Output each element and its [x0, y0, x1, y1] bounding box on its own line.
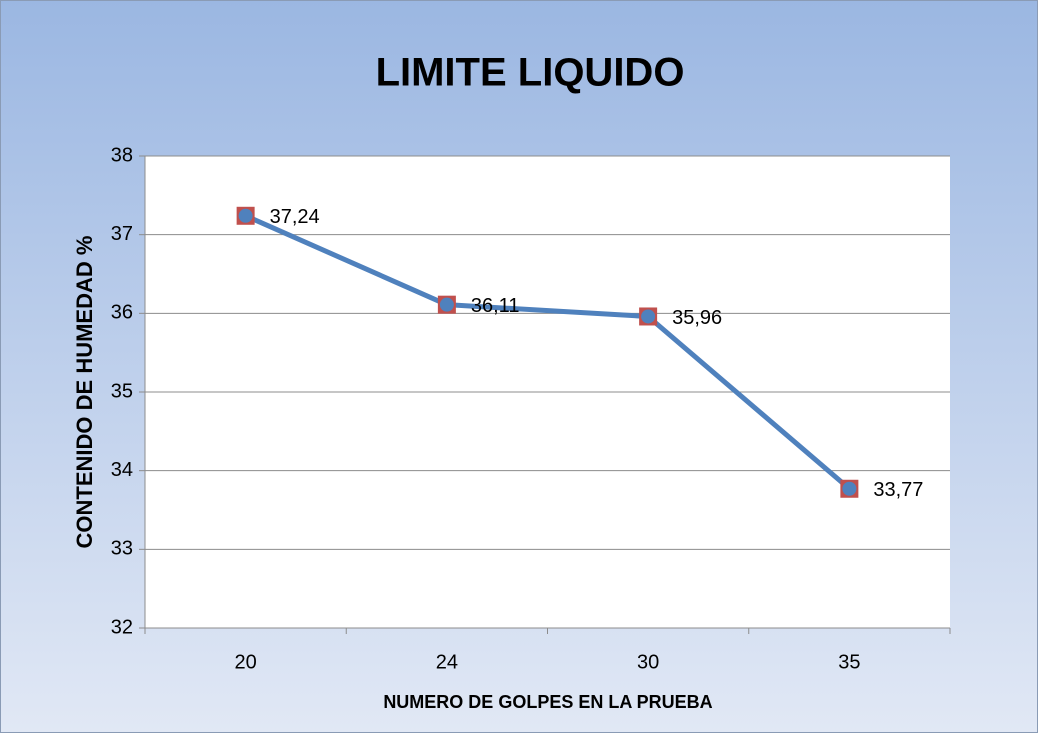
chart-title: LIMITE LIQUIDO: [376, 51, 685, 95]
y-tick-label: 37: [111, 223, 133, 245]
marker: [238, 208, 253, 223]
y-tick-label: 36: [111, 302, 133, 324]
x-tick-label: 35: [838, 651, 860, 673]
data-label: 35,96: [672, 307, 722, 329]
y-tick-label: 38: [111, 144, 133, 166]
data-label: 33,77: [873, 479, 923, 501]
y-tick-label: 32: [111, 616, 133, 638]
x-tick-label: 20: [235, 651, 257, 673]
series-line: [244, 213, 852, 491]
x-tick-label: 24: [436, 651, 458, 673]
y-axis-label: CONTENIDO DE HUMEDAD %: [72, 236, 97, 549]
y-tick-label: 34: [111, 459, 133, 481]
x-tick-label: 30: [637, 651, 659, 673]
data-label: 37,24: [270, 206, 320, 228]
data-label: 36,11: [471, 295, 520, 317]
y-tick-label: 35: [111, 380, 133, 402]
marker: [842, 481, 857, 496]
marker: [641, 309, 656, 324]
y-tick-label: 33: [111, 538, 133, 560]
marker: [439, 297, 454, 312]
x-axis-label: NUMERO DE GOLPES EN LA PRUEBA: [383, 692, 712, 712]
